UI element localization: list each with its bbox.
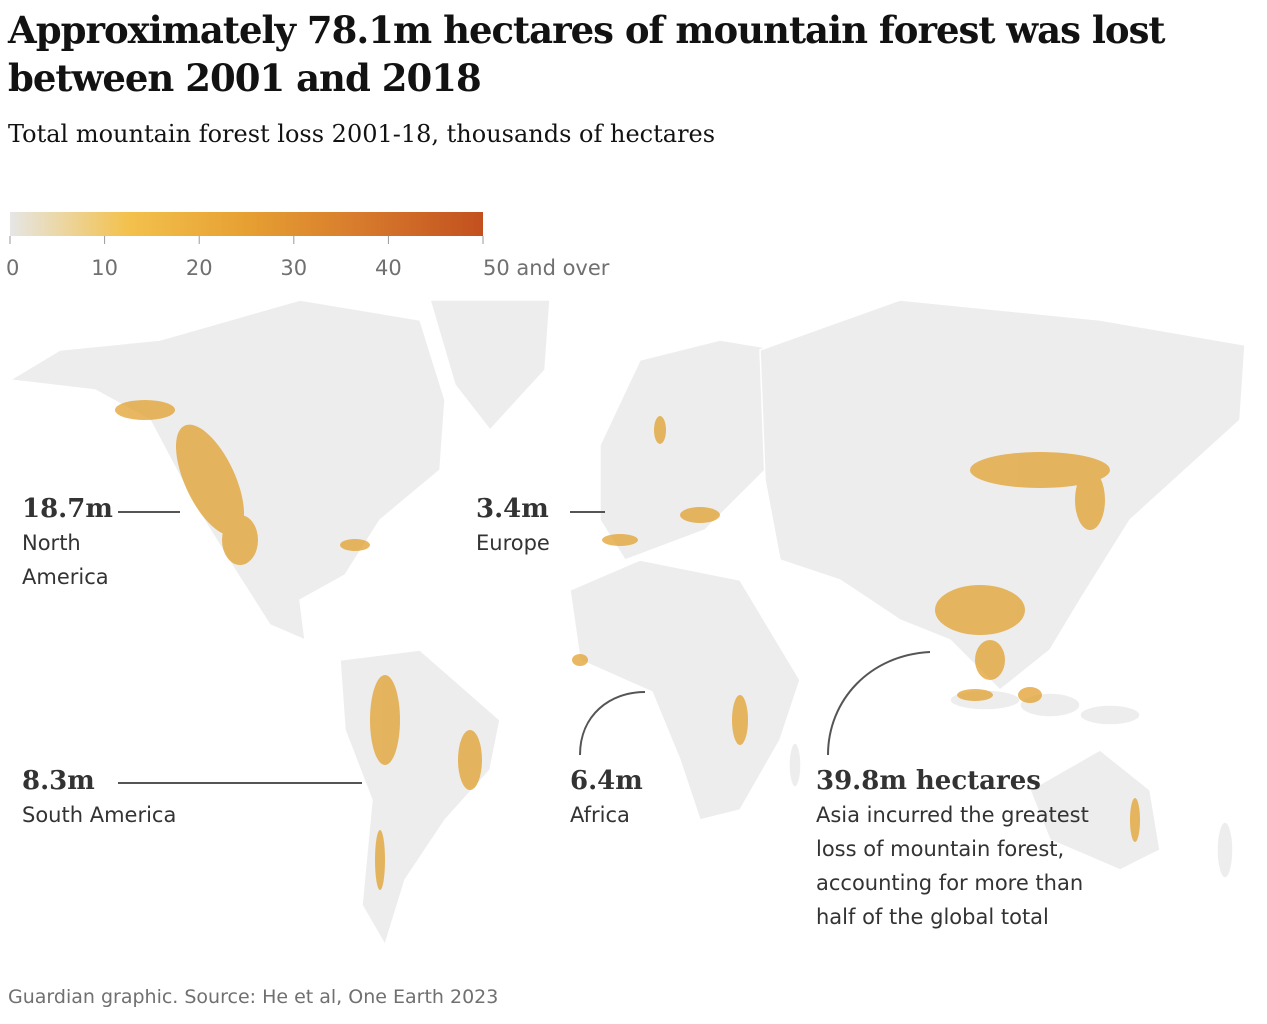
title: Approximately 78.1m hectares of mountain…: [8, 8, 1166, 100]
annotation-value: 8.3m: [22, 766, 95, 796]
legend-tick-label: 10: [91, 256, 118, 280]
annotation: 18.7m North America: [22, 492, 172, 594]
legend-tick-label: 40: [375, 256, 402, 280]
subtitle: Total mountain forest loss 2001-18, thou…: [8, 120, 716, 148]
annotation-value: 3.4m: [476, 494, 549, 524]
annotation-region: Africa: [570, 803, 630, 827]
annotation-value: 18.7m: [22, 494, 113, 524]
annotation: 39.8m hectares Asia incurred the greates…: [816, 764, 1126, 934]
annotation: 8.3m South America: [22, 764, 242, 832]
annotation: 3.4m Europe: [476, 492, 626, 560]
legend-tick-label: 20: [186, 256, 213, 280]
leader-lines: [118, 511, 931, 784]
annotation-value: 6.4m: [570, 766, 643, 796]
legend-bar: [10, 212, 483, 236]
annotation-value: 39.8m hectares: [816, 766, 1041, 796]
annotation-region: Europe: [476, 531, 550, 555]
source: Guardian graphic. Source: He et al, One …: [8, 986, 499, 1008]
annotation-region: Asia incurred the greatest loss of mount…: [816, 803, 1089, 929]
loss-hotspots: [115, 400, 1140, 890]
legend-tick-label: 30: [280, 256, 307, 280]
legend-tick-label: 50 and over: [483, 256, 610, 280]
legend-tick-label: 0: [6, 256, 19, 280]
annotation: 6.4m Africa: [570, 764, 720, 832]
annotation-region: North America: [22, 531, 109, 589]
annotation-region: South America: [22, 803, 177, 827]
